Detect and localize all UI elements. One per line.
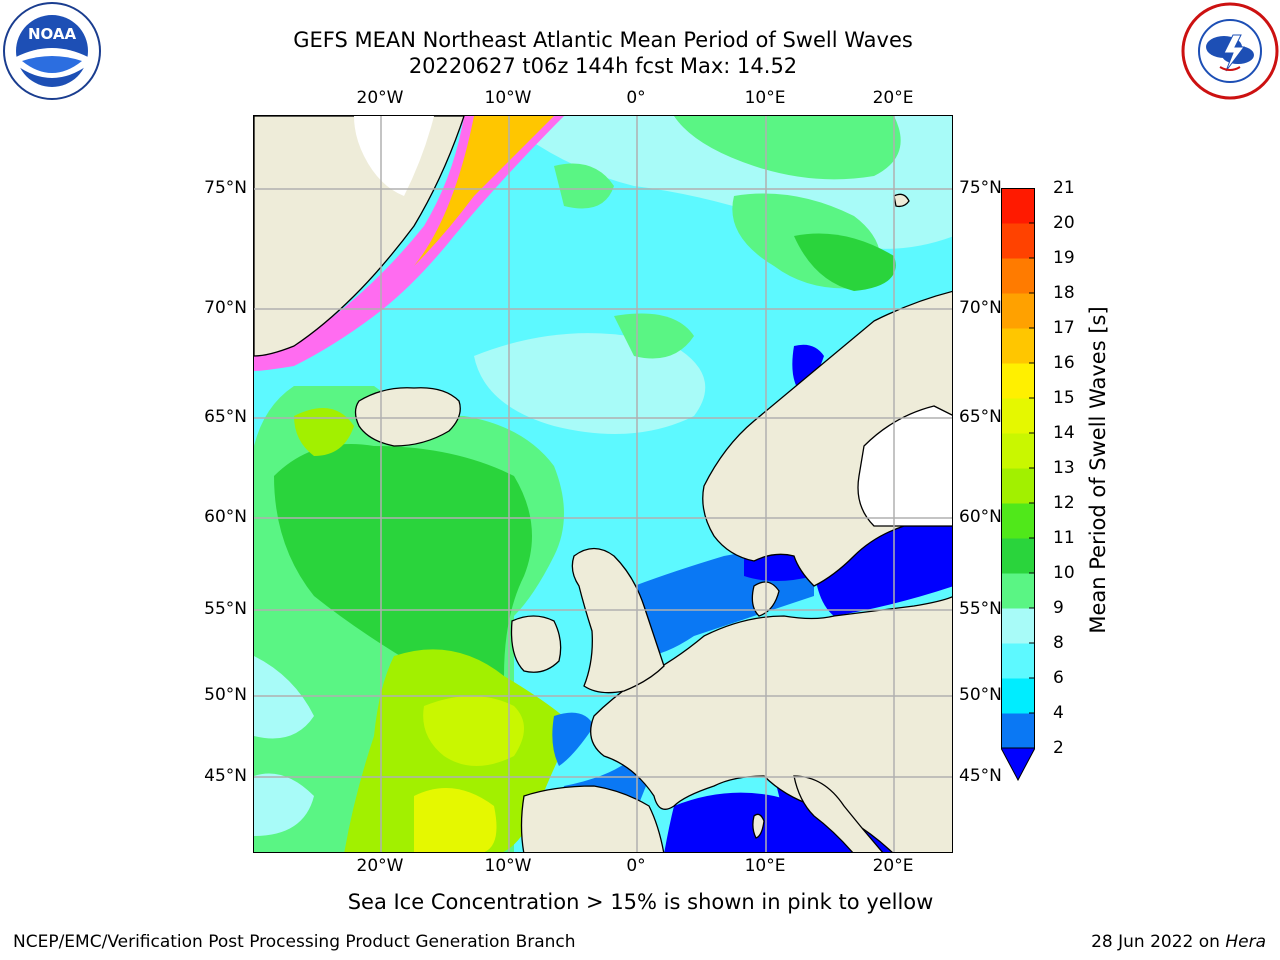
lat-tick-label-right: 55°N xyxy=(959,599,1002,619)
colorbar-tick-label: 9 xyxy=(1053,598,1064,618)
colorbar-tick-label: 12 xyxy=(1053,493,1075,513)
noaa-logo: NOAA xyxy=(2,1,102,101)
producer-credit: NCEP/EMC/Verification Post Processing Pr… xyxy=(13,932,576,952)
colorbar-tick-label: 2 xyxy=(1053,738,1064,758)
chart-subtitle: 20220627 t06z 144h fcst Max: 14.52 xyxy=(408,54,798,78)
colorbar-tick-label: 20 xyxy=(1053,213,1075,233)
lon-tick-label-bot: 10°W xyxy=(484,856,532,876)
colorbar-tick-label: 16 xyxy=(1053,353,1075,373)
lat-tick-label-right: 60°N xyxy=(959,507,1002,527)
lon-tick-label-bot: 20°W xyxy=(356,856,404,876)
colorbar xyxy=(1000,187,1036,782)
swell-period-map xyxy=(254,116,952,852)
colorbar-segment xyxy=(1001,538,1035,574)
lon-tick-label-top: 10°W xyxy=(484,88,532,108)
lon-tick-label-top: 10°E xyxy=(744,88,786,108)
colorbar-tick-label: 8 xyxy=(1053,633,1064,653)
chart-title: GEFS MEAN Northeast Atlantic Mean Period… xyxy=(293,28,913,52)
machine-name: Hera xyxy=(1225,932,1266,952)
date-text: 28 Jun 2022 on xyxy=(1091,932,1226,952)
colorbar-segment xyxy=(1001,188,1035,224)
colorbar-tick-label: 6 xyxy=(1053,668,1064,688)
colorbar-tick-label: 10 xyxy=(1053,563,1075,583)
lon-tick-label-bot: 0° xyxy=(626,856,646,876)
lon-tick-label-top: 20°W xyxy=(356,88,404,108)
colorbar-tick-label: 4 xyxy=(1053,703,1064,723)
lat-tick-label-right: 75°N xyxy=(959,178,1002,198)
map-panel xyxy=(253,115,953,853)
colorbar-tick-label: 11 xyxy=(1053,528,1075,548)
lon-tick-label-bot: 10°E xyxy=(744,856,786,876)
colorbar-swatches xyxy=(1000,187,1036,782)
colorbar-tick-label: 15 xyxy=(1053,388,1075,408)
lat-tick-label-left: 65°N xyxy=(204,407,247,427)
colorbar-label: Mean Period of Swell Waves [s] xyxy=(1086,306,1110,634)
lat-tick-label-right: 70°N xyxy=(959,298,1002,318)
noaa-logo-text: NOAA xyxy=(28,25,77,43)
lat-tick-label-right: 50°N xyxy=(959,685,1002,705)
colorbar-segment xyxy=(1001,468,1035,504)
colorbar-segment xyxy=(1001,608,1035,644)
colorbar-segment xyxy=(1001,398,1035,434)
colorbar-segment xyxy=(1001,433,1035,469)
lat-tick-label-left: 75°N xyxy=(204,178,247,198)
colorbar-tick-label: 19 xyxy=(1053,248,1075,268)
colorbar-segment xyxy=(1001,223,1035,259)
graticule xyxy=(254,116,952,852)
colorbar-extend-triangle xyxy=(1000,747,1036,782)
sea-ice-note: Sea Ice Concentration > 15% is shown in … xyxy=(347,890,934,914)
land-masses xyxy=(254,116,952,852)
lon-tick-label-top: 20°E xyxy=(872,88,914,108)
colorbar-segment xyxy=(1001,258,1035,294)
colorbar-segment xyxy=(1001,713,1035,749)
colorbar-tick-label: 18 xyxy=(1053,283,1075,303)
generation-date: 28 Jun 2022 on Hera xyxy=(1091,932,1266,952)
colorbar-segment xyxy=(1001,363,1035,399)
colorbar-tick-label: 14 xyxy=(1053,423,1075,443)
lat-tick-label-left: 70°N xyxy=(204,298,247,318)
colorbar-tick-label: 21 xyxy=(1053,178,1075,198)
lat-tick-label-left: 45°N xyxy=(204,766,247,786)
colorbar-tick-label: 13 xyxy=(1053,458,1075,478)
lat-tick-label-left: 60°N xyxy=(204,507,247,527)
colorbar-segment xyxy=(1001,503,1035,539)
lon-tick-label-bot: 20°E xyxy=(872,856,914,876)
colorbar-segment xyxy=(1001,643,1035,679)
colorbar-segment xyxy=(1001,678,1035,714)
colorbar-segment xyxy=(1001,293,1035,329)
lat-tick-label-left: 50°N xyxy=(204,685,247,705)
lat-tick-label-left: 55°N xyxy=(204,599,247,619)
nws-logo xyxy=(1180,1,1280,101)
colorbar-segment xyxy=(1001,573,1035,609)
colorbar-tick-label: 17 xyxy=(1053,318,1075,338)
lat-tick-label-right: 45°N xyxy=(959,766,1002,786)
lon-tick-label-top: 0° xyxy=(626,88,646,108)
colorbar-segment xyxy=(1001,328,1035,364)
lat-tick-label-right: 65°N xyxy=(959,407,1002,427)
